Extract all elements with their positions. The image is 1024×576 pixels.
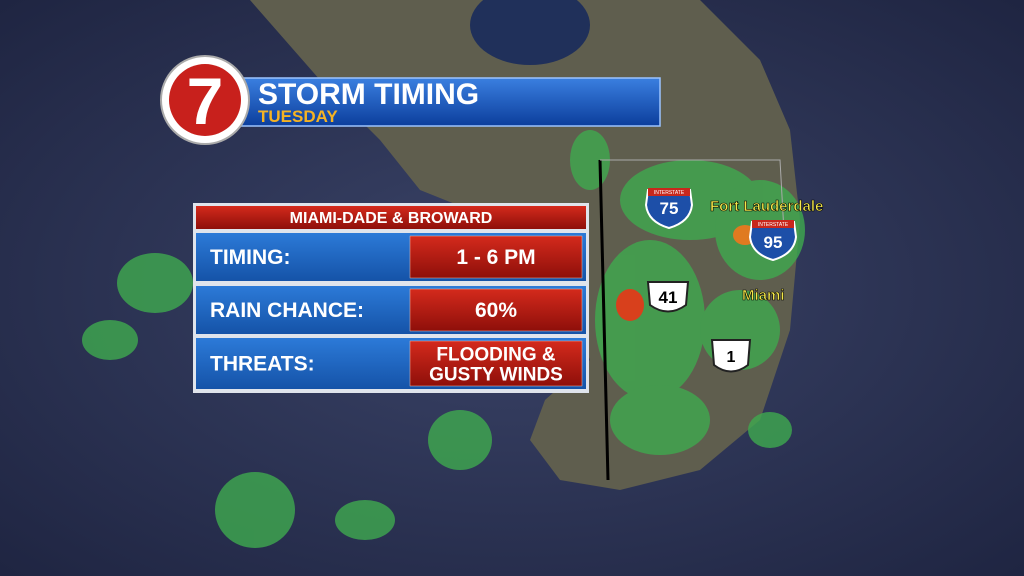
row-value: 1 - 6 PM xyxy=(456,246,535,269)
city-label: Fort Lauderdale xyxy=(710,198,823,215)
shield-number: 1 xyxy=(727,349,736,366)
subtitle: TUESDAY xyxy=(258,107,338,126)
row-label: RAIN CHANCE: xyxy=(210,299,364,322)
shield-41: 41 xyxy=(646,281,690,313)
row-label: TIMING: xyxy=(210,246,290,269)
logo-number: 7 xyxy=(187,64,224,138)
city-label: Miami xyxy=(742,287,785,304)
row-value: FLOODING & xyxy=(436,345,556,366)
county-line xyxy=(598,159,610,481)
value-box xyxy=(409,288,583,332)
radar-core xyxy=(616,289,644,321)
panel-title: MIAMI-DADE & BROWARD xyxy=(290,210,493,227)
shield-number: 41 xyxy=(659,288,678,307)
shield-95: INTERSTATE 95 xyxy=(748,220,798,262)
row-value: 60% xyxy=(475,299,517,322)
value-box xyxy=(409,235,583,279)
row-label: THREATS: xyxy=(210,353,315,376)
shield-kind: INTERSTATE xyxy=(758,222,789,228)
title-banner: STORM TIMING TUESDAY xyxy=(214,77,661,127)
shield-kind: INTERSTATE xyxy=(654,190,685,196)
lake xyxy=(470,0,590,65)
title: STORM TIMING xyxy=(258,78,479,111)
shield-75: INTERSTATE 75 xyxy=(644,188,694,230)
row-value: GUSTY WINDS xyxy=(429,365,563,386)
info-panel: MIAMI-DADE & BROWARD TIMING: 1 - 6 PM RAIN… xyxy=(193,203,589,393)
value-box xyxy=(409,340,583,387)
shield-1: 1 xyxy=(710,339,752,373)
logo: 7 xyxy=(160,55,250,145)
shield-number: 95 xyxy=(764,233,783,252)
radar xyxy=(82,130,805,548)
shield-number: 75 xyxy=(660,199,679,218)
